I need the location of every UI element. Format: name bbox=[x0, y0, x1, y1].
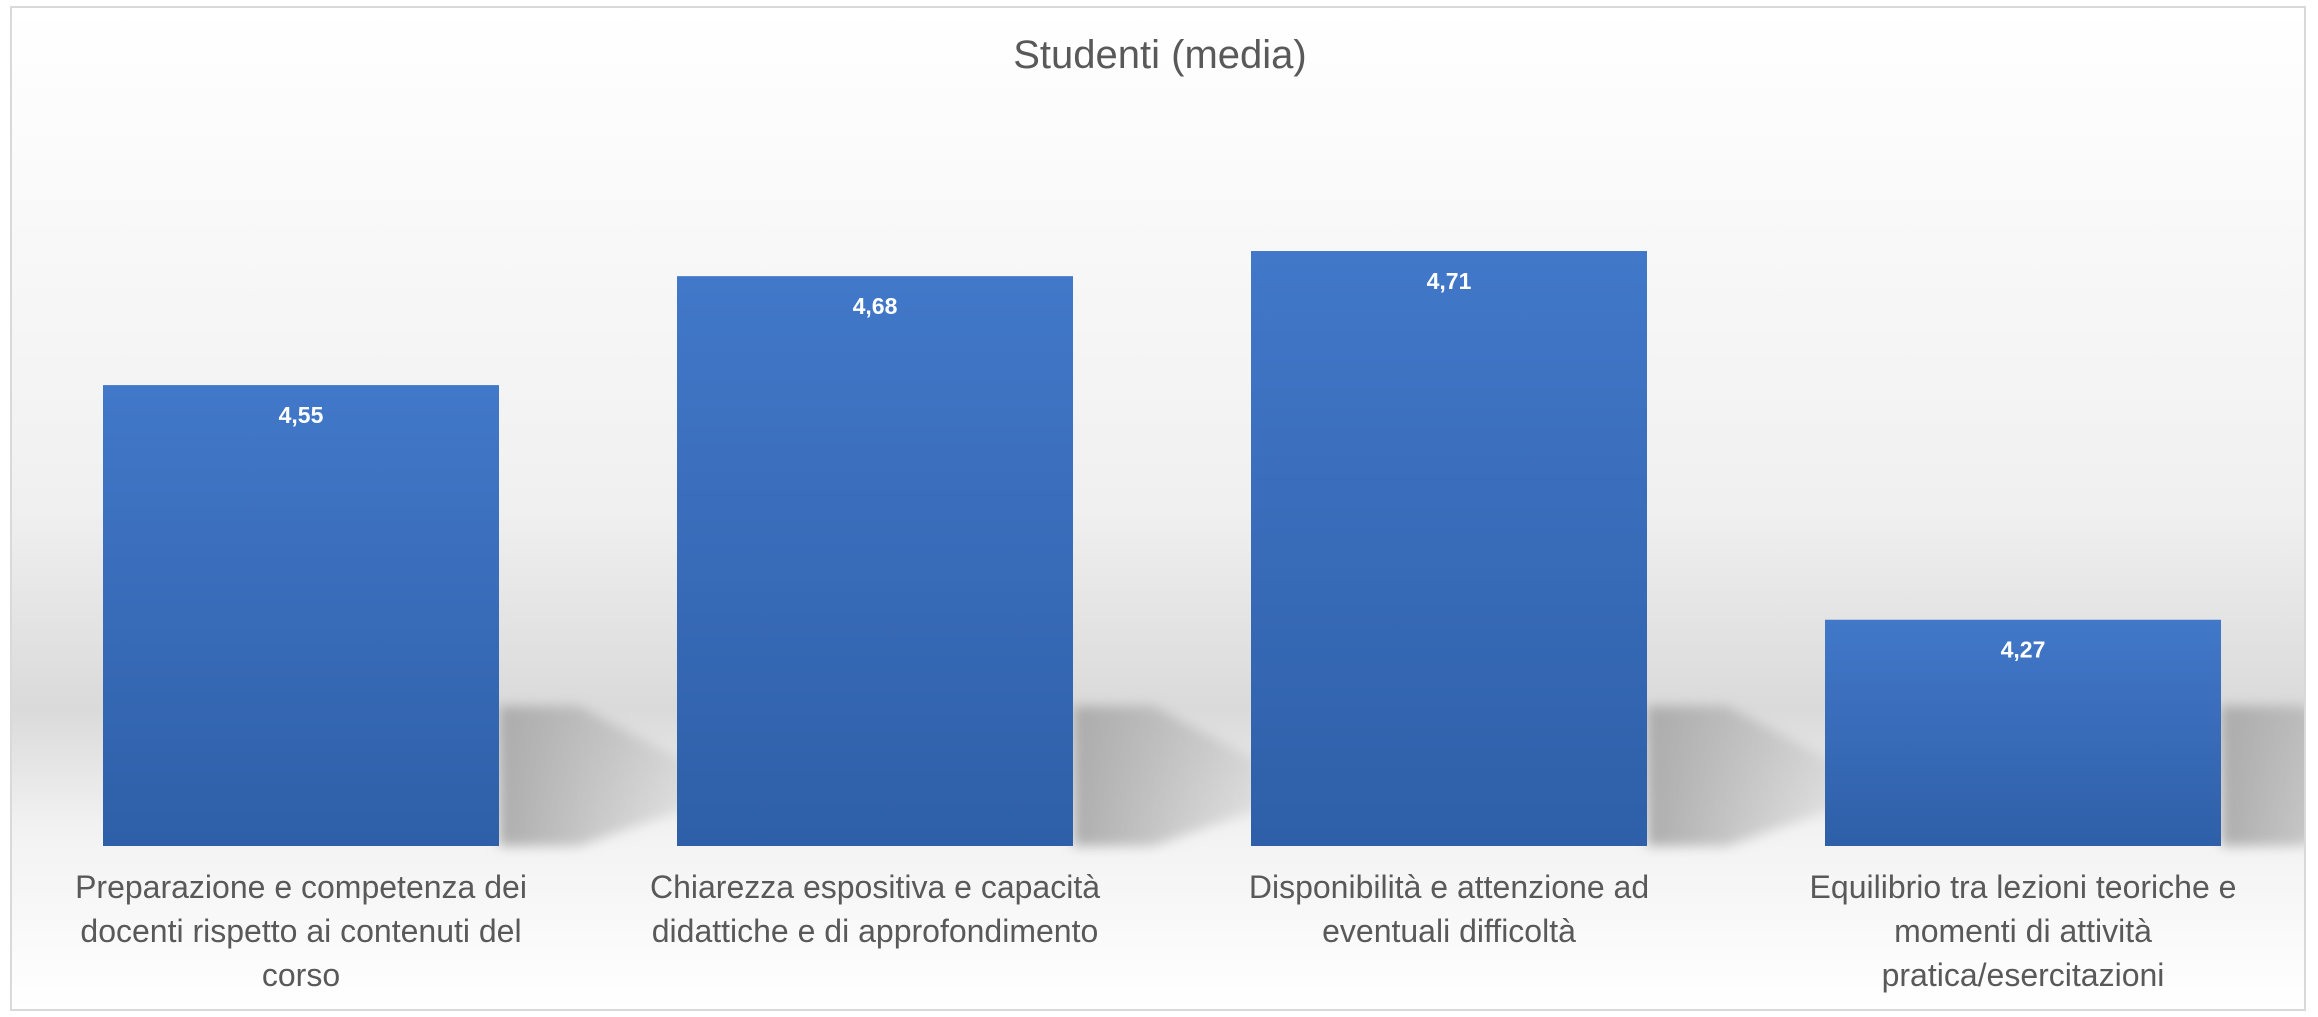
category-tick-label: Chiarezza espositiva e capacità bbox=[650, 869, 1100, 905]
bar-value-label: 4,27 bbox=[2001, 637, 2046, 663]
category-tick-label: Preparazione e competenza dei bbox=[75, 869, 527, 905]
value-labels: 4,55 4,68 4,71 4,27 bbox=[279, 268, 2046, 663]
bar-shadow bbox=[2221, 706, 2304, 846]
category-tick-label: pratica/esercitazioni bbox=[1882, 957, 2165, 993]
chart-area: Studenti (media) 4,55 4,68 4,71 4,27 Prepar… bbox=[10, 6, 2306, 1011]
category-tick-label: didattiche e di approfondimento bbox=[652, 913, 1099, 949]
category-tick-label: Disponibilità e attenzione ad bbox=[1249, 869, 1649, 905]
bar bbox=[103, 385, 499, 846]
category-tick-label: corso bbox=[262, 957, 340, 993]
bar bbox=[1825, 619, 2221, 846]
bars bbox=[103, 251, 2221, 846]
bar-value-label: 4,55 bbox=[279, 402, 324, 428]
bar bbox=[677, 276, 1073, 846]
category-tick-label: docenti rispetto ai contenuti del bbox=[80, 913, 521, 949]
category-tick-label: eventuali difficoltà bbox=[1322, 913, 1576, 949]
bar-value-label: 4,68 bbox=[853, 293, 898, 319]
category-labels: Preparazione e competenza dei docenti ris… bbox=[75, 869, 2236, 993]
category-tick-label: Equilibrio tra lezioni teoriche e bbox=[1810, 869, 2237, 905]
category-tick-label: momenti di attività bbox=[1894, 913, 2152, 949]
bar-value-label: 4,71 bbox=[1427, 268, 1472, 294]
chart-title: Studenti (media) bbox=[1013, 33, 1306, 77]
bar bbox=[1251, 251, 1647, 846]
chart-svg: Studenti (media) 4,55 4,68 4,71 4,27 Prepar… bbox=[75, 33, 2304, 993]
